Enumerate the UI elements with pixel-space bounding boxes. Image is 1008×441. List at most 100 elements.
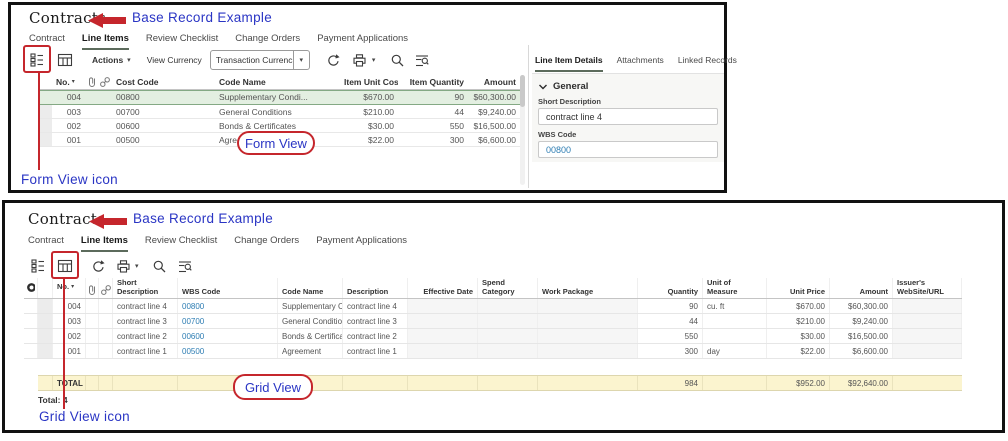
tab-line-item-details[interactable]: Line Item Details (535, 55, 603, 72)
col-issuers-website[interactable]: Issuer's WebSite/URL (893, 278, 962, 298)
tab-payment-applications[interactable]: Payment Applications (317, 33, 409, 44)
grid-view-screenshot: Contracts Base Record Example Contract L… (2, 200, 1005, 433)
col-unit-of-measure[interactable]: Unit of Measure (703, 278, 767, 298)
form-view-callout: Form View (237, 131, 315, 155)
col-wbs-code[interactable]: WBS Code (178, 278, 278, 298)
grid-row[interactable]: 002 contract line 2 00600 Bonds & Certif… (24, 329, 962, 344)
form-view-icon[interactable] (29, 257, 47, 275)
wbs-code-link[interactable]: 00600 (178, 329, 278, 343)
col-item-quantity[interactable]: Item Quantity (409, 77, 464, 87)
record-count: Total: 4 (38, 395, 68, 405)
grid-row[interactable]: 004 contract line 4 00800 Supplementary … (24, 299, 962, 314)
form-view-leader-line (38, 73, 40, 170)
tab-change-orders[interactable]: Change Orders (234, 235, 300, 246)
table-row[interactable]: 004 00800 Supplementary Condi... $670.00… (38, 90, 520, 105)
col-quantity[interactable]: Quantity (638, 278, 703, 298)
record-tabs: Contract Line Items Review Checklist Cha… (28, 235, 407, 252)
search-icon[interactable] (388, 51, 406, 69)
wbs-code-label: WBS Code (538, 130, 577, 139)
view-currency-label: View Currency (146, 55, 202, 65)
total-row: TOTAL 984 $952.00 $92,640.00 (38, 375, 962, 391)
currency-select-caret[interactable]: ▾ (292, 51, 309, 69)
col-effective-date[interactable]: Effective Date (408, 278, 478, 298)
print-icon[interactable] (114, 257, 132, 275)
link-icon[interactable] (99, 278, 113, 298)
table-header-row: No. ▾ Cost Code Code Name Item Unit Cost … (38, 75, 520, 90)
page-title: Contracts (29, 9, 107, 27)
settings-icon[interactable] (24, 278, 38, 298)
red-arrow-left-icon (88, 13, 126, 28)
table-row[interactable]: 003 00700 General Conditions $210.00 44 … (38, 105, 520, 119)
general-section-header[interactable]: General (538, 81, 724, 92)
paperclip-icon[interactable] (85, 75, 98, 89)
link-icon[interactable] (98, 75, 112, 89)
tab-attachments[interactable]: Attachments (616, 55, 664, 65)
currency-select[interactable]: Transaction Currenc ▾ (209, 50, 310, 70)
col-spend-category[interactable]: Spend Category (478, 278, 538, 298)
col-unit-price[interactable]: Unit Price (767, 278, 830, 298)
print-caret-icon[interactable]: ▾ (135, 261, 139, 270)
col-code-name[interactable]: Code Name (219, 77, 266, 87)
scrollbar-thumb[interactable] (520, 75, 525, 107)
wbs-code-link[interactable]: 00700 (178, 314, 278, 328)
col-no[interactable]: No.▾ (53, 278, 86, 298)
form-toolbar: Actions ▾ View Currency Transaction Curr… (28, 49, 431, 71)
tab-line-items[interactable]: Line Items (81, 33, 129, 50)
tab-line-items[interactable]: Line Items (80, 235, 128, 252)
col-item-unit-cost[interactable]: Item Unit Cost (344, 77, 398, 87)
grid-view-icon-annotation: Grid View icon (39, 409, 130, 424)
total-unit-price: $952.00 (767, 376, 830, 390)
col-description[interactable]: Description (343, 278, 408, 298)
caret-down-icon[interactable]: ▾ (127, 55, 131, 64)
search-icon[interactable] (151, 257, 169, 275)
chevron-down-icon (539, 84, 547, 89)
col-code-name[interactable]: Code Name (278, 278, 343, 298)
tab-review-checklist[interactable]: Review Checklist (144, 235, 218, 246)
col-short-description[interactable]: Short Description (113, 278, 178, 298)
grid-view-icon[interactable] (56, 51, 74, 69)
refresh-icon[interactable] (324, 51, 342, 69)
tab-linked-records[interactable]: Linked Records (677, 55, 737, 65)
total-label: TOTAL (53, 376, 86, 390)
col-no[interactable]: No.▾ (56, 76, 75, 87)
grid-row[interactable]: 003 contract line 3 00700 General Condit… (24, 314, 962, 329)
tab-payment-applications[interactable]: Payment Applications (316, 235, 408, 246)
total-amount: $92,640.00 (830, 376, 893, 390)
actions-button[interactable]: Actions (92, 55, 124, 65)
grid-view-leader-line (63, 279, 65, 409)
col-amount[interactable]: Amount (830, 278, 893, 298)
short-description-label: Short Description (538, 97, 601, 106)
sort-desc-icon: ▾ (71, 78, 75, 85)
details-tabs: Line Item Details Attachments Linked Rec… (535, 55, 737, 72)
col-work-package[interactable]: Work Package (538, 278, 638, 298)
form-view-icon-highlight-box (23, 45, 51, 73)
tab-contract[interactable]: Contract (29, 33, 65, 44)
grid-toolbar: ▾ (29, 255, 194, 277)
print-icon[interactable] (351, 51, 369, 69)
form-view-icon[interactable] (28, 51, 46, 69)
paperclip-icon[interactable] (86, 278, 99, 298)
page-title: Contracts (28, 210, 106, 228)
grid-view-callout: Grid View (233, 374, 313, 400)
grid-view-icon-highlight-box (51, 251, 79, 279)
col-cost-code[interactable]: Cost Code (116, 77, 159, 87)
print-caret-icon[interactable]: ▾ (371, 55, 376, 64)
vertical-scrollbar[interactable] (520, 75, 525, 185)
short-description-input[interactable]: contract line 4 (538, 108, 718, 125)
grid-row[interactable]: 001 contract line 1 00500 Agreement cont… (24, 344, 962, 359)
col-amount[interactable]: Amount (483, 77, 516, 87)
refresh-icon[interactable] (88, 257, 106, 275)
wbs-code-link[interactable]: 00500 (178, 344, 278, 358)
tab-change-orders[interactable]: Change Orders (235, 33, 301, 44)
tab-contract[interactable]: Contract (28, 235, 64, 246)
grid-view-icon[interactable] (56, 257, 74, 275)
total-quantity: 984 (638, 376, 703, 390)
tab-review-checklist[interactable]: Review Checklist (145, 33, 219, 44)
search-in-table-icon[interactable] (176, 257, 194, 275)
grid-header-row: No.▾ Short Description WBS Code Code Nam… (24, 278, 962, 299)
wbs-code-link[interactable]: 00800 (178, 299, 278, 313)
search-in-table-icon[interactable] (413, 51, 431, 69)
form-view-icon-annotation: Form View icon (21, 172, 118, 187)
wbs-code-input[interactable]: 00800 (538, 141, 718, 158)
